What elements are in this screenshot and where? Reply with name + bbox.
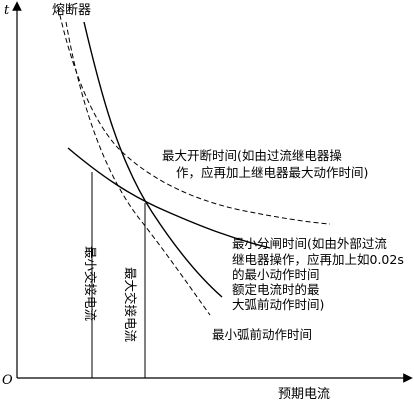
rated-arc-label-1: 额定电流时的最 xyxy=(232,282,320,297)
min-arc-curve xyxy=(65,21,211,316)
min-break-label-1: 最小分闸时间(如由外部过流 xyxy=(232,236,387,251)
min-break-label-2: 继电器操作，应再加上如0.02s xyxy=(232,252,404,267)
min-break-curve xyxy=(67,147,271,249)
max-break-label-2: 作，应再加上继电器最大动作时间) xyxy=(176,165,368,180)
min-break-label-3: 的最小动作时间 xyxy=(232,267,320,282)
origin-label: O xyxy=(2,373,13,388)
max-break-curve xyxy=(57,6,331,225)
max-break-label-1: 最大开断时间(如由过流继电器操 xyxy=(162,148,342,163)
rated-arc-label-2: 大弧前动作时间) xyxy=(232,297,324,312)
min-arc-label: 最小弧前动作时间 xyxy=(212,327,312,342)
x-axis-label: 预期电流 xyxy=(278,387,330,402)
fuse-label: 熔断器 xyxy=(52,3,91,18)
min-transfer-label: 最小交接电流 xyxy=(83,246,98,322)
y-axis-label: t xyxy=(4,3,10,18)
max-transfer-label: 最大交接电流 xyxy=(123,267,138,343)
